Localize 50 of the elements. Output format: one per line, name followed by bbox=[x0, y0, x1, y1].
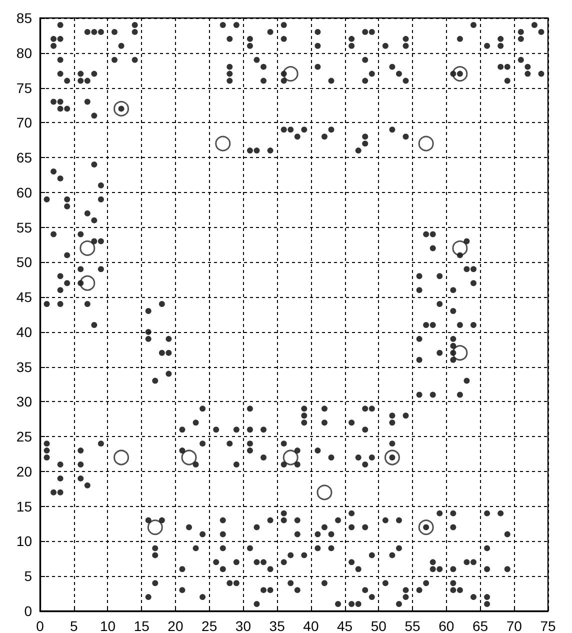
y-tick-label: 55 bbox=[16, 219, 32, 236]
y-tick-label: 45 bbox=[16, 289, 32, 306]
y-tick-label: 0 bbox=[24, 603, 32, 619]
y-tick-label: 65 bbox=[16, 150, 32, 166]
point bbox=[452, 240, 468, 256]
y-tick-label: 30 bbox=[16, 394, 32, 410]
x-tick-label: 50 bbox=[370, 618, 387, 633]
x-tick-label: 25 bbox=[202, 618, 218, 633]
point bbox=[282, 450, 298, 466]
x-tick-label: 45 bbox=[337, 618, 353, 633]
y-tick-label: 50 bbox=[16, 254, 32, 270]
point bbox=[181, 450, 197, 466]
y-tick-label: 60 bbox=[16, 184, 32, 200]
y-tick-label: 35 bbox=[16, 358, 32, 375]
point bbox=[316, 484, 332, 500]
y-tick-label: 10 bbox=[16, 533, 32, 550]
y-tick-label: 85 bbox=[16, 10, 32, 26]
point bbox=[114, 450, 130, 466]
x-tick-label: 30 bbox=[235, 618, 252, 633]
y-tick-label: 40 bbox=[16, 324, 32, 340]
y-tick-label: 25 bbox=[16, 428, 32, 445]
x-tick-label: 40 bbox=[303, 618, 319, 633]
point bbox=[418, 520, 434, 536]
point bbox=[452, 66, 468, 82]
point bbox=[80, 275, 96, 291]
x-tick-label: 5 bbox=[70, 618, 78, 633]
x-tick-label: 60 bbox=[438, 618, 454, 633]
x-tick-label: 70 bbox=[506, 618, 522, 633]
y-tick-label: 80 bbox=[16, 44, 32, 61]
x-tick-label: 0 bbox=[36, 618, 44, 633]
point bbox=[418, 136, 434, 152]
point bbox=[215, 136, 231, 152]
x-tick-label: 20 bbox=[168, 618, 184, 633]
x-tick-label: 75 bbox=[540, 618, 556, 633]
y-tick-label: 75 bbox=[16, 80, 32, 96]
point bbox=[80, 240, 96, 256]
point bbox=[282, 66, 298, 82]
y-tick-label: 20 bbox=[16, 463, 32, 480]
x-tick-label: 10 bbox=[100, 618, 116, 633]
y-tick-label: 5 bbox=[24, 568, 32, 584]
point bbox=[147, 520, 163, 536]
x-tick-label: 55 bbox=[404, 618, 421, 633]
y-tick-label: 70 bbox=[16, 114, 32, 131]
point bbox=[384, 450, 400, 466]
point bbox=[114, 100, 130, 116]
x-tick-label: 35 bbox=[269, 618, 286, 633]
x-tick-label: 15 bbox=[134, 618, 150, 633]
y-tick-label: 15 bbox=[16, 498, 32, 514]
x-tick-label: 65 bbox=[472, 618, 488, 633]
point bbox=[452, 345, 468, 361]
